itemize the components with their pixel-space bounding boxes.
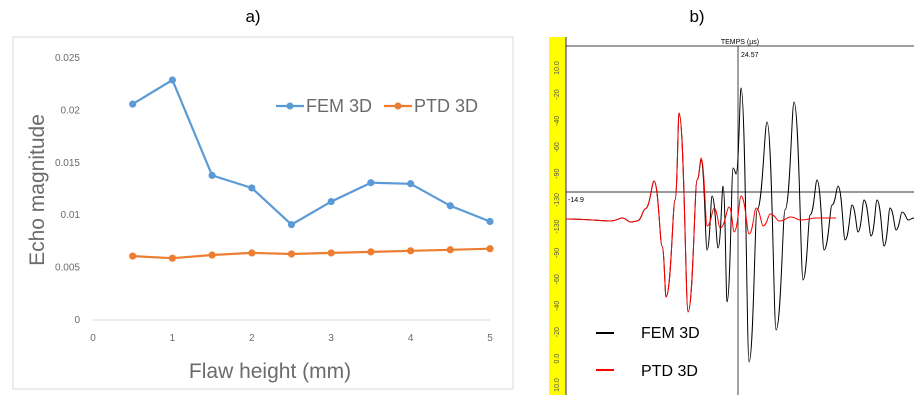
y-tick-label: 0.015 — [55, 158, 80, 169]
y-tick-label: 0.005 — [55, 263, 80, 274]
legend: FEM 3D PTD 3D — [276, 96, 478, 116]
x-tick-label: 0 — [90, 333, 96, 344]
y-tick-label-b: -130 — [554, 193, 561, 207]
y-tick-label-b: -40 — [554, 116, 561, 126]
y-tick-label-b: -20 — [554, 89, 561, 99]
y-tick-label-b: -60 — [554, 142, 561, 152]
legend-b: FEM 3D PTD 3D — [596, 325, 700, 380]
data-point-ptd — [407, 247, 415, 255]
data-point-fem — [367, 179, 375, 187]
data-point-ptd — [287, 250, 296, 258]
y-tick-label-b: -90 — [554, 248, 561, 258]
panel-a-title: a) — [245, 7, 260, 26]
y-tick-label-b: 0.0 — [554, 354, 561, 364]
data-point-fem — [248, 184, 256, 192]
data-point-fem — [407, 180, 415, 188]
y-tick-label: 0.02 — [61, 105, 81, 116]
data-point-fem — [287, 221, 296, 229]
y-tick-label: 0.01 — [61, 210, 81, 221]
legend-fem-marker — [286, 102, 294, 110]
y-axis-label: Echo magnitude — [26, 114, 49, 266]
data-point-fem — [168, 76, 176, 84]
x-tick-label: 5 — [487, 333, 493, 344]
x-tick-label: 1 — [170, 333, 176, 344]
legend-fem-label: FEM 3D — [306, 96, 372, 116]
y-tick-labels-b: 10.0 -20 -40 -60 -90 -130 -130 -90 -60 -40 -20 0.0 1… — [554, 61, 561, 392]
data-point-fem — [327, 197, 335, 206]
legend-ptd-marker — [394, 102, 402, 110]
data-point-ptd — [486, 245, 494, 253]
x-tick-label: 2 — [249, 333, 255, 344]
cursor-time-label: 24.57 — [741, 52, 759, 59]
data-point-ptd — [208, 251, 216, 259]
y-tick-label-b: -40 — [554, 301, 561, 311]
y-tick-label: 0 — [74, 315, 80, 326]
panel-a-frame — [12, 36, 514, 390]
y-tick-labels: 0 0.005 0.01 0.015 0.02 0.025 — [55, 53, 80, 326]
data-point-ptd — [367, 248, 375, 256]
data-point-fem — [486, 217, 494, 226]
series-group — [129, 76, 494, 262]
y-tick-label-b: -60 — [554, 274, 561, 284]
y-tick-label-b: -90 — [554, 169, 561, 179]
data-point-ptd — [129, 252, 137, 260]
data-point-fem — [208, 171, 216, 179]
data-point-ptd — [168, 254, 176, 262]
legend-b-ptd-label: PTD 3D — [641, 363, 698, 380]
data-point-ptd — [327, 249, 335, 257]
panel-b-title: b) — [689, 7, 704, 26]
data-point-ptd — [248, 249, 256, 257]
time-axis-header: TEMPS (µs) — [721, 39, 759, 46]
data-point-fem — [446, 202, 454, 210]
legend-b-fem-label: FEM 3D — [641, 325, 700, 342]
x-tick-label: 3 — [328, 333, 334, 344]
y-tick-label-b: 10.0 — [554, 61, 561, 75]
x-axis-label: Flaw height (mm) — [189, 360, 351, 383]
y-tick-label-b: -130 — [554, 219, 561, 233]
y-tick-label-b: 10.0 — [554, 378, 561, 392]
yellow-axis-strip — [549, 37, 566, 395]
legend-ptd-label: PTD 3D — [414, 96, 478, 116]
x-tick-label: 4 — [408, 333, 414, 344]
x-tick-labels: 0 1 2 3 4 5 — [90, 333, 493, 344]
data-point-fem — [129, 100, 137, 108]
cursor-level-label: -14.9 — [568, 197, 584, 204]
y-tick-label: 0.025 — [55, 53, 80, 64]
panel-a: a) 0 0.005 0.01 0.015 0.02 0.025 0 1 2 3 4 5 Echo … — [12, 7, 514, 390]
y-tick-label-b: -20 — [554, 327, 561, 337]
series-line-ptd — [132, 247, 491, 260]
series-line-fem — [132, 78, 491, 226]
data-point-ptd — [446, 246, 454, 254]
ptd-waveform — [565, 112, 836, 313]
panel-b: b) TEMPS (µs) 10.0 -20 -40 -60 -90 -130 -130 -9… — [549, 7, 914, 395]
